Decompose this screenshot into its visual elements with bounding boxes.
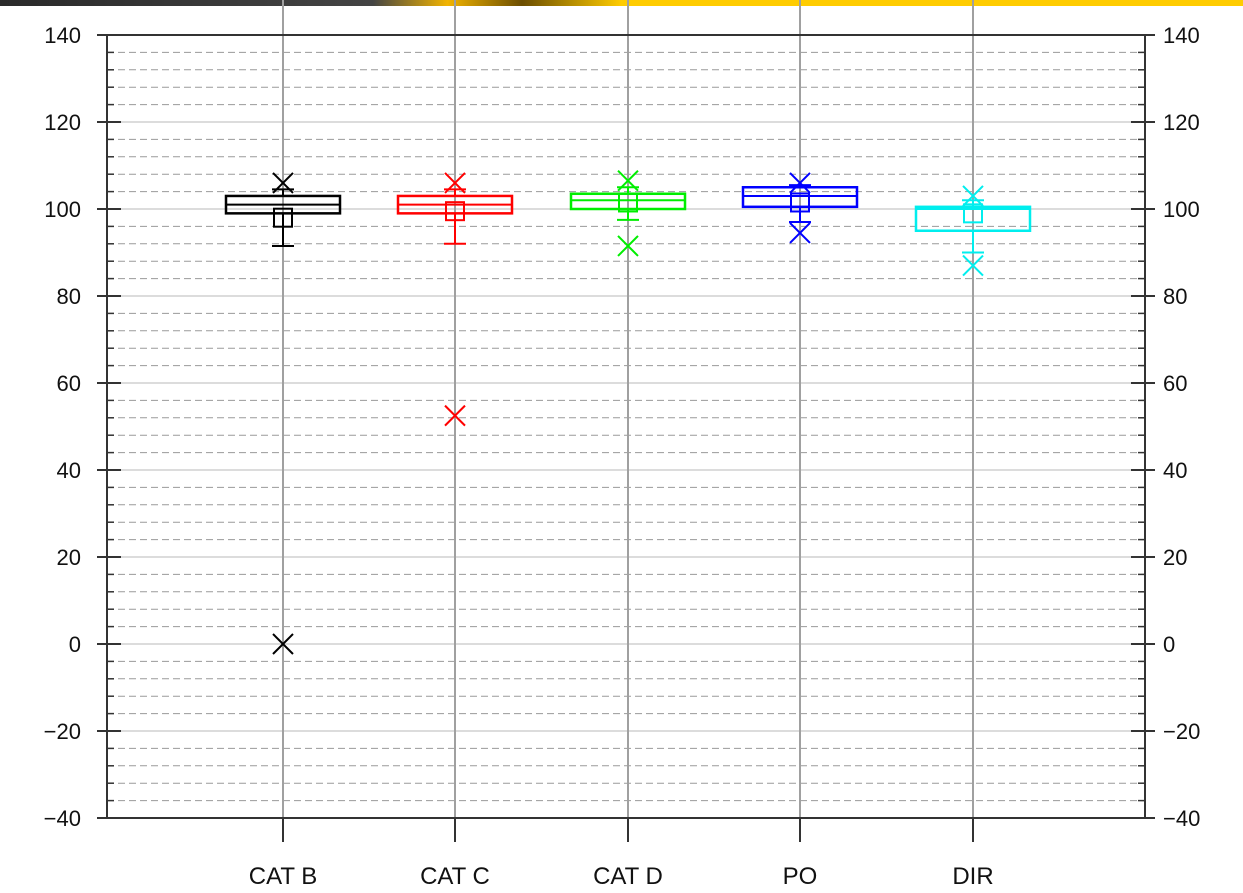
mean-marker <box>963 203 983 224</box>
mean-marker <box>790 192 810 213</box>
outlier-marker <box>444 404 466 427</box>
y-tick-label-left: 20 <box>57 545 81 570</box>
x-category-label: CAT B <box>249 863 317 890</box>
y-tick-label-right: 120 <box>1163 110 1200 135</box>
y-tick-labels-left: −40 −20 0 20 40 60 80 100 120 140 <box>44 23 81 831</box>
y-tick-label-right: 80 <box>1163 284 1187 309</box>
y-tick-label-right: 40 <box>1163 458 1187 483</box>
plot-frame <box>106 34 1146 819</box>
outlier-marker <box>272 172 294 194</box>
y-tick-label-left: 140 <box>44 23 81 48</box>
outlier-stroke <box>272 633 294 655</box>
box-dir <box>914 185 1032 277</box>
y-tick-label-left: 0 <box>69 632 81 657</box>
outlier-stroke <box>962 254 984 277</box>
y-tick-label-right: −20 <box>1163 719 1200 744</box>
y-tick-label-right: 60 <box>1163 371 1187 396</box>
box-po <box>741 172 859 244</box>
outlier-marker <box>272 633 294 655</box>
category-lines <box>282 0 974 842</box>
y-tick-label-left: 80 <box>57 284 81 309</box>
x-category-label: CAT C <box>420 863 490 890</box>
box-cat-c <box>396 172 514 427</box>
outlier-stroke <box>962 185 984 207</box>
outlier-marker <box>789 222 811 244</box>
y-tick-label-right: 140 <box>1163 23 1200 48</box>
mean-marker <box>273 207 293 228</box>
y-tick-label-left: −40 <box>44 806 81 831</box>
outlier-stroke <box>272 172 294 194</box>
mean-marker <box>445 201 465 222</box>
y-tick-label-right: 100 <box>1163 197 1200 222</box>
box-iqr <box>741 186 859 209</box>
outlier-stroke <box>789 172 811 194</box>
outlier-marker <box>444 172 466 194</box>
outlier-stroke <box>617 170 639 192</box>
outlier-stroke <box>444 404 466 427</box>
box-series <box>224 170 1032 655</box>
outlier-marker <box>617 170 639 192</box>
x-category-label: CAT D <box>593 863 663 890</box>
y-tick-labels-right: −40 −20 0 20 40 60 80 100 120 140 <box>1163 23 1200 831</box>
outlier-stroke <box>444 172 466 194</box>
outlier-marker <box>962 185 984 207</box>
y-tick-label-right: 0 <box>1163 632 1175 657</box>
box-cat-b <box>224 172 342 655</box>
x-category-label: PO <box>783 863 818 890</box>
box-iqr <box>914 205 1032 232</box>
y-tick-label-left: 60 <box>57 371 81 396</box>
y-tick-label-left: 120 <box>44 110 81 135</box>
major-grid <box>107 34 1145 819</box>
x-category-labels: CAT B CAT C CAT D PO DIR <box>249 863 994 890</box>
outlier-marker <box>789 172 811 194</box>
mean-marker <box>618 192 638 213</box>
minor-grid <box>107 51 1145 802</box>
y-tick-label-right: −40 <box>1163 806 1200 831</box>
y-tick-label-left: 100 <box>44 197 81 222</box>
top-image-strip <box>0 0 1243 6</box>
axis-ticks <box>97 34 1155 842</box>
y-tick-label-right: 20 <box>1163 545 1187 570</box>
outlier-marker <box>962 254 984 277</box>
outlier-marker <box>617 235 639 257</box>
y-tick-label-left: −20 <box>44 719 81 744</box>
outlier-stroke <box>617 235 639 257</box>
y-tick-label-left: 40 <box>57 458 81 483</box>
x-category-label: DIR <box>952 863 993 890</box>
outlier-stroke <box>789 222 811 244</box>
box-cat-d <box>569 170 687 257</box>
